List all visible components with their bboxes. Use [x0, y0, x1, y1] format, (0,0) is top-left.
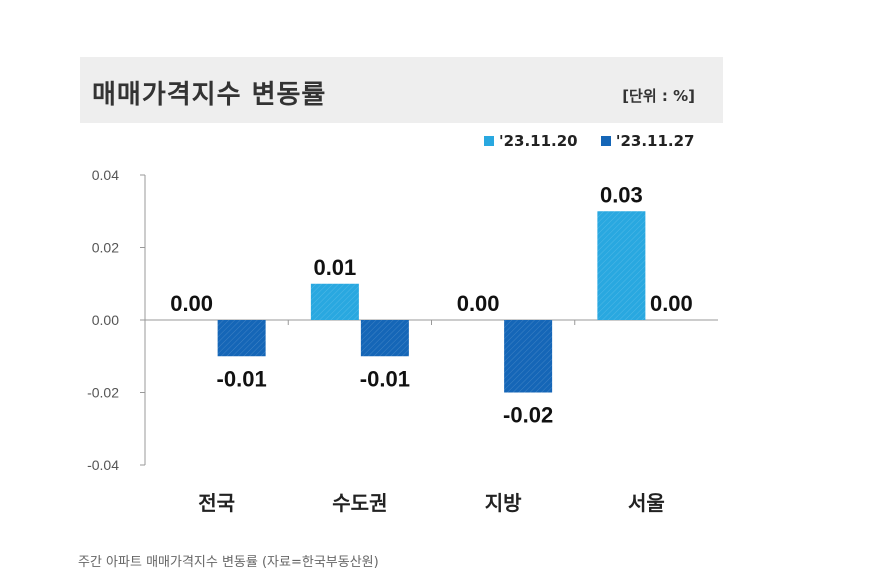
- legend-label-series1: '23.11.20: [499, 132, 578, 150]
- data-label-series2: -0.01: [217, 366, 267, 391]
- data-label-series2: -0.01: [360, 366, 410, 391]
- legend-item-series2: '23.11.27: [600, 132, 695, 150]
- x-category-label: 지방: [485, 491, 522, 515]
- data-label-series1: 0.00: [457, 291, 500, 316]
- x-category-label: 전국: [198, 491, 235, 515]
- legend-label-series2: '23.11.27: [615, 132, 695, 150]
- bar-series1: [597, 211, 646, 320]
- data-label-series1: 0.01: [313, 255, 356, 280]
- y-tick-label: -0.02: [87, 385, 119, 401]
- bar-series1: [310, 283, 359, 320]
- data-label-series1: 0.03: [600, 182, 643, 207]
- x-category-label: 수도권: [332, 491, 387, 515]
- legend-swatch-series1: [484, 136, 494, 146]
- data-label-series2: -0.02: [503, 403, 553, 428]
- bar-series2: [360, 320, 409, 357]
- figure-caption: 주간 아파트 매매가격지수 변동률 (자료=한국부동산원): [78, 555, 379, 570]
- data-label-series1: 0.00: [170, 291, 213, 316]
- legend-item-series1: '23.11.20: [484, 132, 578, 150]
- y-tick-label: 0.04: [92, 167, 119, 183]
- chart-title: 매매가격지수 변동률: [92, 80, 327, 110]
- legend: '23.11.20 '23.11.27: [484, 132, 712, 150]
- data-label-series2: 0.00: [650, 291, 693, 316]
- bar-series2: [504, 320, 553, 393]
- y-tick-label: 0.00: [92, 312, 119, 328]
- unit-label: [단위 : %]: [622, 87, 695, 105]
- bar-series2: [217, 320, 266, 357]
- title-bar: 매매가격지수 변동률 [단위 : %]: [80, 57, 723, 123]
- y-tick-label: 0.02: [92, 240, 119, 256]
- legend-swatch-series2: [600, 136, 611, 146]
- y-tick-label: -0.04: [87, 457, 119, 473]
- x-category-label: 서울: [628, 491, 665, 515]
